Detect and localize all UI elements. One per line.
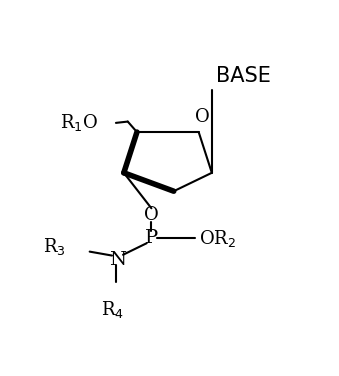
Text: P: P — [145, 229, 158, 247]
Text: OR$_2$: OR$_2$ — [199, 228, 236, 249]
Text: BASE: BASE — [216, 66, 271, 86]
Text: O: O — [144, 206, 159, 224]
Text: R$_4$: R$_4$ — [100, 299, 123, 320]
Text: R$_3$: R$_3$ — [43, 236, 66, 257]
Text: O: O — [195, 108, 210, 126]
Text: N: N — [109, 250, 126, 268]
Text: R$_1$O: R$_1$O — [60, 112, 98, 133]
